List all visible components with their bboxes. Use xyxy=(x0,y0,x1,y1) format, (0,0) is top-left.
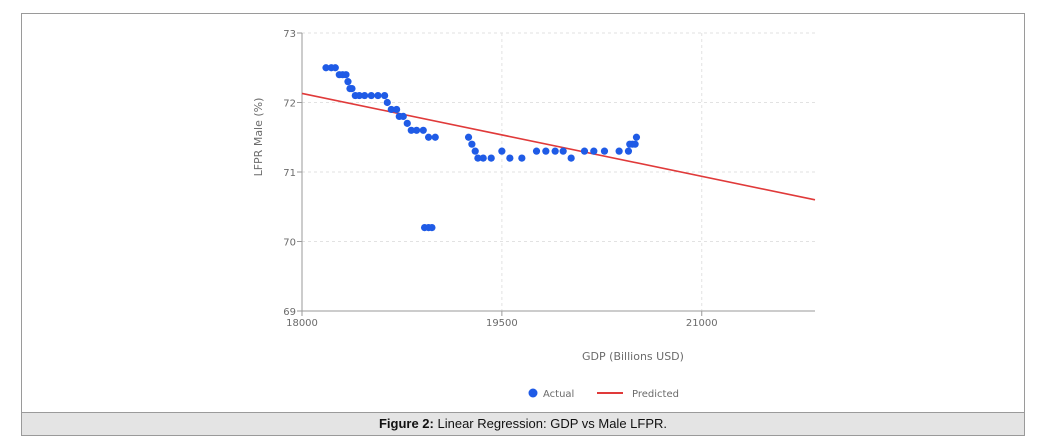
actual-point xyxy=(361,91,369,100)
grid-lines xyxy=(302,32,815,311)
actual-point xyxy=(590,147,598,155)
actual-point xyxy=(632,133,641,141)
actual-point xyxy=(474,154,482,162)
actual-point xyxy=(487,154,495,162)
actual-point xyxy=(367,91,375,100)
actual-point xyxy=(419,126,427,134)
actual-point xyxy=(383,98,391,107)
actual-point xyxy=(412,126,421,134)
actual-point xyxy=(471,147,479,155)
predicted-series xyxy=(301,92,816,201)
y-tick-label: 70 xyxy=(283,238,296,249)
predicted-line xyxy=(301,92,816,201)
actual-point xyxy=(374,91,382,100)
actual-point xyxy=(428,224,436,232)
actual-point xyxy=(393,105,401,114)
actual-point xyxy=(348,85,356,93)
actual-point xyxy=(322,64,330,72)
actual-point xyxy=(567,154,575,162)
actual-point xyxy=(331,64,339,72)
actual-point xyxy=(559,147,567,155)
legend: Actual Predicted xyxy=(528,388,679,400)
y-tick-label: 72 xyxy=(283,99,296,110)
legend-predicted-label: Predicted xyxy=(632,389,679,400)
legend-actual-marker xyxy=(528,388,538,398)
x-tick-label: 18000 xyxy=(286,318,318,329)
x-tick-label: 21000 xyxy=(686,318,718,329)
actual-point xyxy=(600,147,609,155)
actual-point xyxy=(464,133,473,141)
actual-point xyxy=(387,105,395,114)
actual-point xyxy=(344,78,352,86)
actual-point xyxy=(431,133,439,141)
actual-point xyxy=(403,119,411,127)
y-tick-label: 73 xyxy=(283,29,296,40)
actual-point xyxy=(399,112,407,120)
actual-point xyxy=(542,147,550,155)
actual-point xyxy=(506,154,514,162)
actual-point xyxy=(424,133,433,141)
actual-point xyxy=(631,140,639,148)
actual-point xyxy=(381,91,389,100)
figure-frame xyxy=(21,13,1025,436)
y-tick-label: 69 xyxy=(283,307,296,318)
actual-point xyxy=(551,147,559,155)
actual-point xyxy=(518,154,526,162)
actual-series xyxy=(322,64,641,232)
legend-actual-label: Actual xyxy=(543,389,574,400)
caption-label: Figure 2: xyxy=(378,416,434,431)
x-tick-label: 19500 xyxy=(486,318,518,329)
actual-point xyxy=(498,147,506,155)
tick-labels: 69 70 71 72 73 18000 19500 21000 xyxy=(283,29,717,329)
x-axis-label: GDP (Billions USD) xyxy=(582,350,684,363)
actual-point xyxy=(532,147,541,155)
y-tick-label: 71 xyxy=(283,168,296,179)
actual-point xyxy=(468,140,476,148)
actual-point xyxy=(615,147,623,155)
y-axis-label: LFPR Male (%) xyxy=(252,98,265,177)
axes xyxy=(297,32,815,316)
actual-point xyxy=(342,71,350,79)
actual-point xyxy=(580,147,589,155)
actual-point xyxy=(479,154,487,162)
caption-text: Linear Regression: GDP vs Male LFPR. xyxy=(433,416,668,431)
figure-caption: Figure 2: Linear Regression: GDP vs Male… xyxy=(21,412,1025,436)
actual-point xyxy=(407,126,415,134)
actual-point xyxy=(355,91,363,100)
actual-point xyxy=(624,147,633,155)
